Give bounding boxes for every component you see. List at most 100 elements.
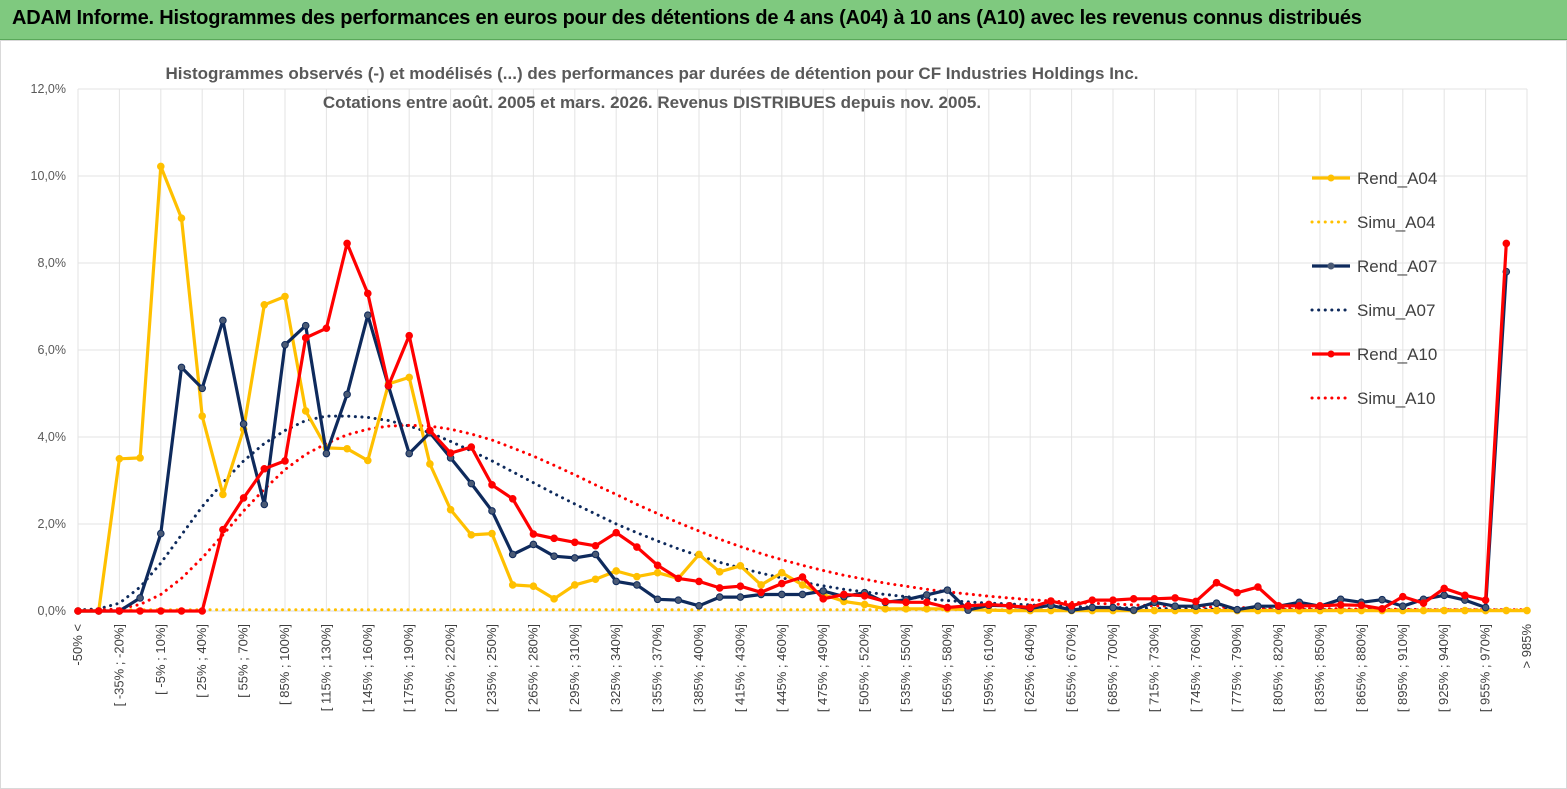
rend-a04-point	[715, 568, 724, 576]
rend-a07-point	[405, 449, 414, 458]
rend-a10-point	[1336, 601, 1345, 609]
rend-a10-point	[1026, 603, 1034, 612]
x-tick-label: [ 55% ; 70%]	[236, 624, 251, 698]
report-banner: ADAM Informe. Histogrammes des performan…	[0, 0, 1567, 40]
rend-a10-point	[881, 597, 890, 606]
rend-a07-point	[1212, 599, 1221, 607]
rend-a04-point	[571, 581, 579, 589]
simu-a10-line	[76, 423, 1529, 613]
rend-a04-point	[364, 456, 372, 465]
rend-a10-point	[219, 525, 227, 534]
rend-a10-point	[674, 574, 683, 583]
rend-a10-point	[1088, 596, 1097, 604]
rend-a10-point	[653, 561, 662, 570]
rend-a10-point	[1274, 601, 1283, 610]
x-tick-label: [ 745% ; 760%]	[1188, 624, 1203, 712]
rend-a10-point	[198, 607, 206, 615]
rend-a10-point	[571, 538, 579, 547]
rend-a10-point	[695, 577, 703, 586]
x-tick-label: [ 535% ; 550%]	[898, 624, 913, 712]
rend-a04-point	[922, 605, 931, 613]
rend-a10-point	[1440, 584, 1448, 593]
rend-a07-point	[364, 311, 372, 320]
x-tick-label: [ 625% ; 640%]	[1022, 624, 1037, 712]
rend-a04-point	[219, 490, 227, 499]
rend-a04-point	[1440, 606, 1448, 615]
x-tick-label: [ 25% ; 40%]	[194, 624, 209, 698]
rend-a04-point	[757, 581, 765, 589]
y-tick-label: 8,0%	[38, 256, 67, 270]
rend-a10-point	[508, 494, 517, 503]
y-tick-label: 2,0%	[38, 517, 67, 531]
legend-marker-rend-a04	[1327, 174, 1335, 182]
rend-a07-point	[467, 479, 476, 488]
rend-a10-point	[1150, 595, 1159, 603]
rend-a04-point	[446, 505, 455, 514]
x-tick-label: [ 595% ; 610%]	[981, 624, 996, 712]
rend-a07-point	[1254, 602, 1262, 611]
rend-a07-point	[177, 363, 186, 372]
legend-label-rend-a10: Rend_A10	[1357, 345, 1437, 364]
rend-a04-point	[426, 460, 434, 468]
rend-a07-point	[136, 594, 144, 602]
x-tick-label: [ 805% ; 820%]	[1271, 624, 1286, 712]
x-tick-label: > 985%	[1519, 624, 1534, 669]
x-tick-label: [ 925% ; 940%]	[1436, 624, 1451, 712]
rend-a04-point	[695, 550, 703, 559]
rend-a10-point	[1067, 601, 1076, 610]
x-tick-label: [ 415% ; 430%]	[732, 624, 747, 712]
rend-a10-line	[78, 241, 1508, 613]
legend-label-simu-a07: Simu_A07	[1357, 301, 1435, 320]
rend-a04-point	[798, 581, 807, 589]
rend-a07-point	[922, 591, 931, 599]
rend-a07-point	[219, 316, 227, 325]
chart-title: Histogrammes observés (-) et modélisés (…	[166, 64, 1139, 83]
rend-a10-point	[301, 334, 310, 342]
rend-a04-point	[881, 605, 890, 613]
rend-a10-point	[1502, 239, 1511, 248]
rend-a04-point	[1461, 606, 1469, 615]
rend-a04-point	[1212, 606, 1221, 615]
x-tick-label: [ 235% ; 250%]	[484, 624, 499, 712]
x-tick-label: [ 115% ; 130%]	[318, 624, 333, 711]
rend-a04-point	[550, 595, 558, 603]
rend-a07-point	[633, 581, 641, 589]
rend-a10-point	[343, 239, 351, 248]
rend-a10-point	[1254, 583, 1262, 591]
rend-a10-point	[364, 289, 372, 298]
legend-label-simu-a04: Simu_A04	[1357, 213, 1435, 232]
rend-a07-point	[343, 390, 351, 399]
rend-a07-point	[1378, 595, 1386, 604]
rend-a07-point	[488, 507, 496, 515]
rend-a10-point	[1129, 595, 1138, 603]
rend-a10-point	[1047, 597, 1055, 605]
rend-a10-point	[778, 579, 786, 588]
rend-a10-point	[1481, 596, 1490, 604]
rend-a07-point	[653, 595, 662, 604]
x-tick-label: [ 445% ; 460%]	[774, 624, 789, 712]
rend-a10-point	[736, 582, 745, 591]
rend-a10-point	[1171, 594, 1179, 602]
rend-a07-point	[571, 554, 579, 562]
rend-a07-point	[1129, 606, 1138, 614]
x-tick-label: [ 385% ; 400%]	[691, 624, 706, 712]
rend-a07-point	[943, 586, 952, 594]
rend-a04-point	[633, 572, 641, 581]
rend-a07-point	[674, 596, 683, 604]
rend-a07-point	[1481, 603, 1490, 612]
rend-a10-point	[922, 598, 931, 607]
rend-a04-point	[260, 300, 269, 309]
x-tick-label: [ 865% ; 880%]	[1353, 624, 1368, 712]
series-group	[74, 162, 1531, 615]
rend-a10-point	[819, 595, 828, 603]
rend-a04-line	[78, 164, 1527, 613]
rend-a07-point	[322, 449, 331, 458]
rend-a07-point	[1399, 602, 1407, 611]
y-tick-label: 12,0%	[31, 82, 66, 96]
rend-a10-point	[1005, 601, 1014, 610]
x-tick-label: [ 475% ; 490%]	[815, 624, 830, 712]
x-tick-label: [ -35% ; -20%]	[111, 624, 126, 706]
rend-a10-point	[840, 590, 848, 599]
x-tick-label: [ 175% ; 190%]	[401, 624, 416, 712]
y-tick-label: 4,0%	[38, 430, 67, 444]
